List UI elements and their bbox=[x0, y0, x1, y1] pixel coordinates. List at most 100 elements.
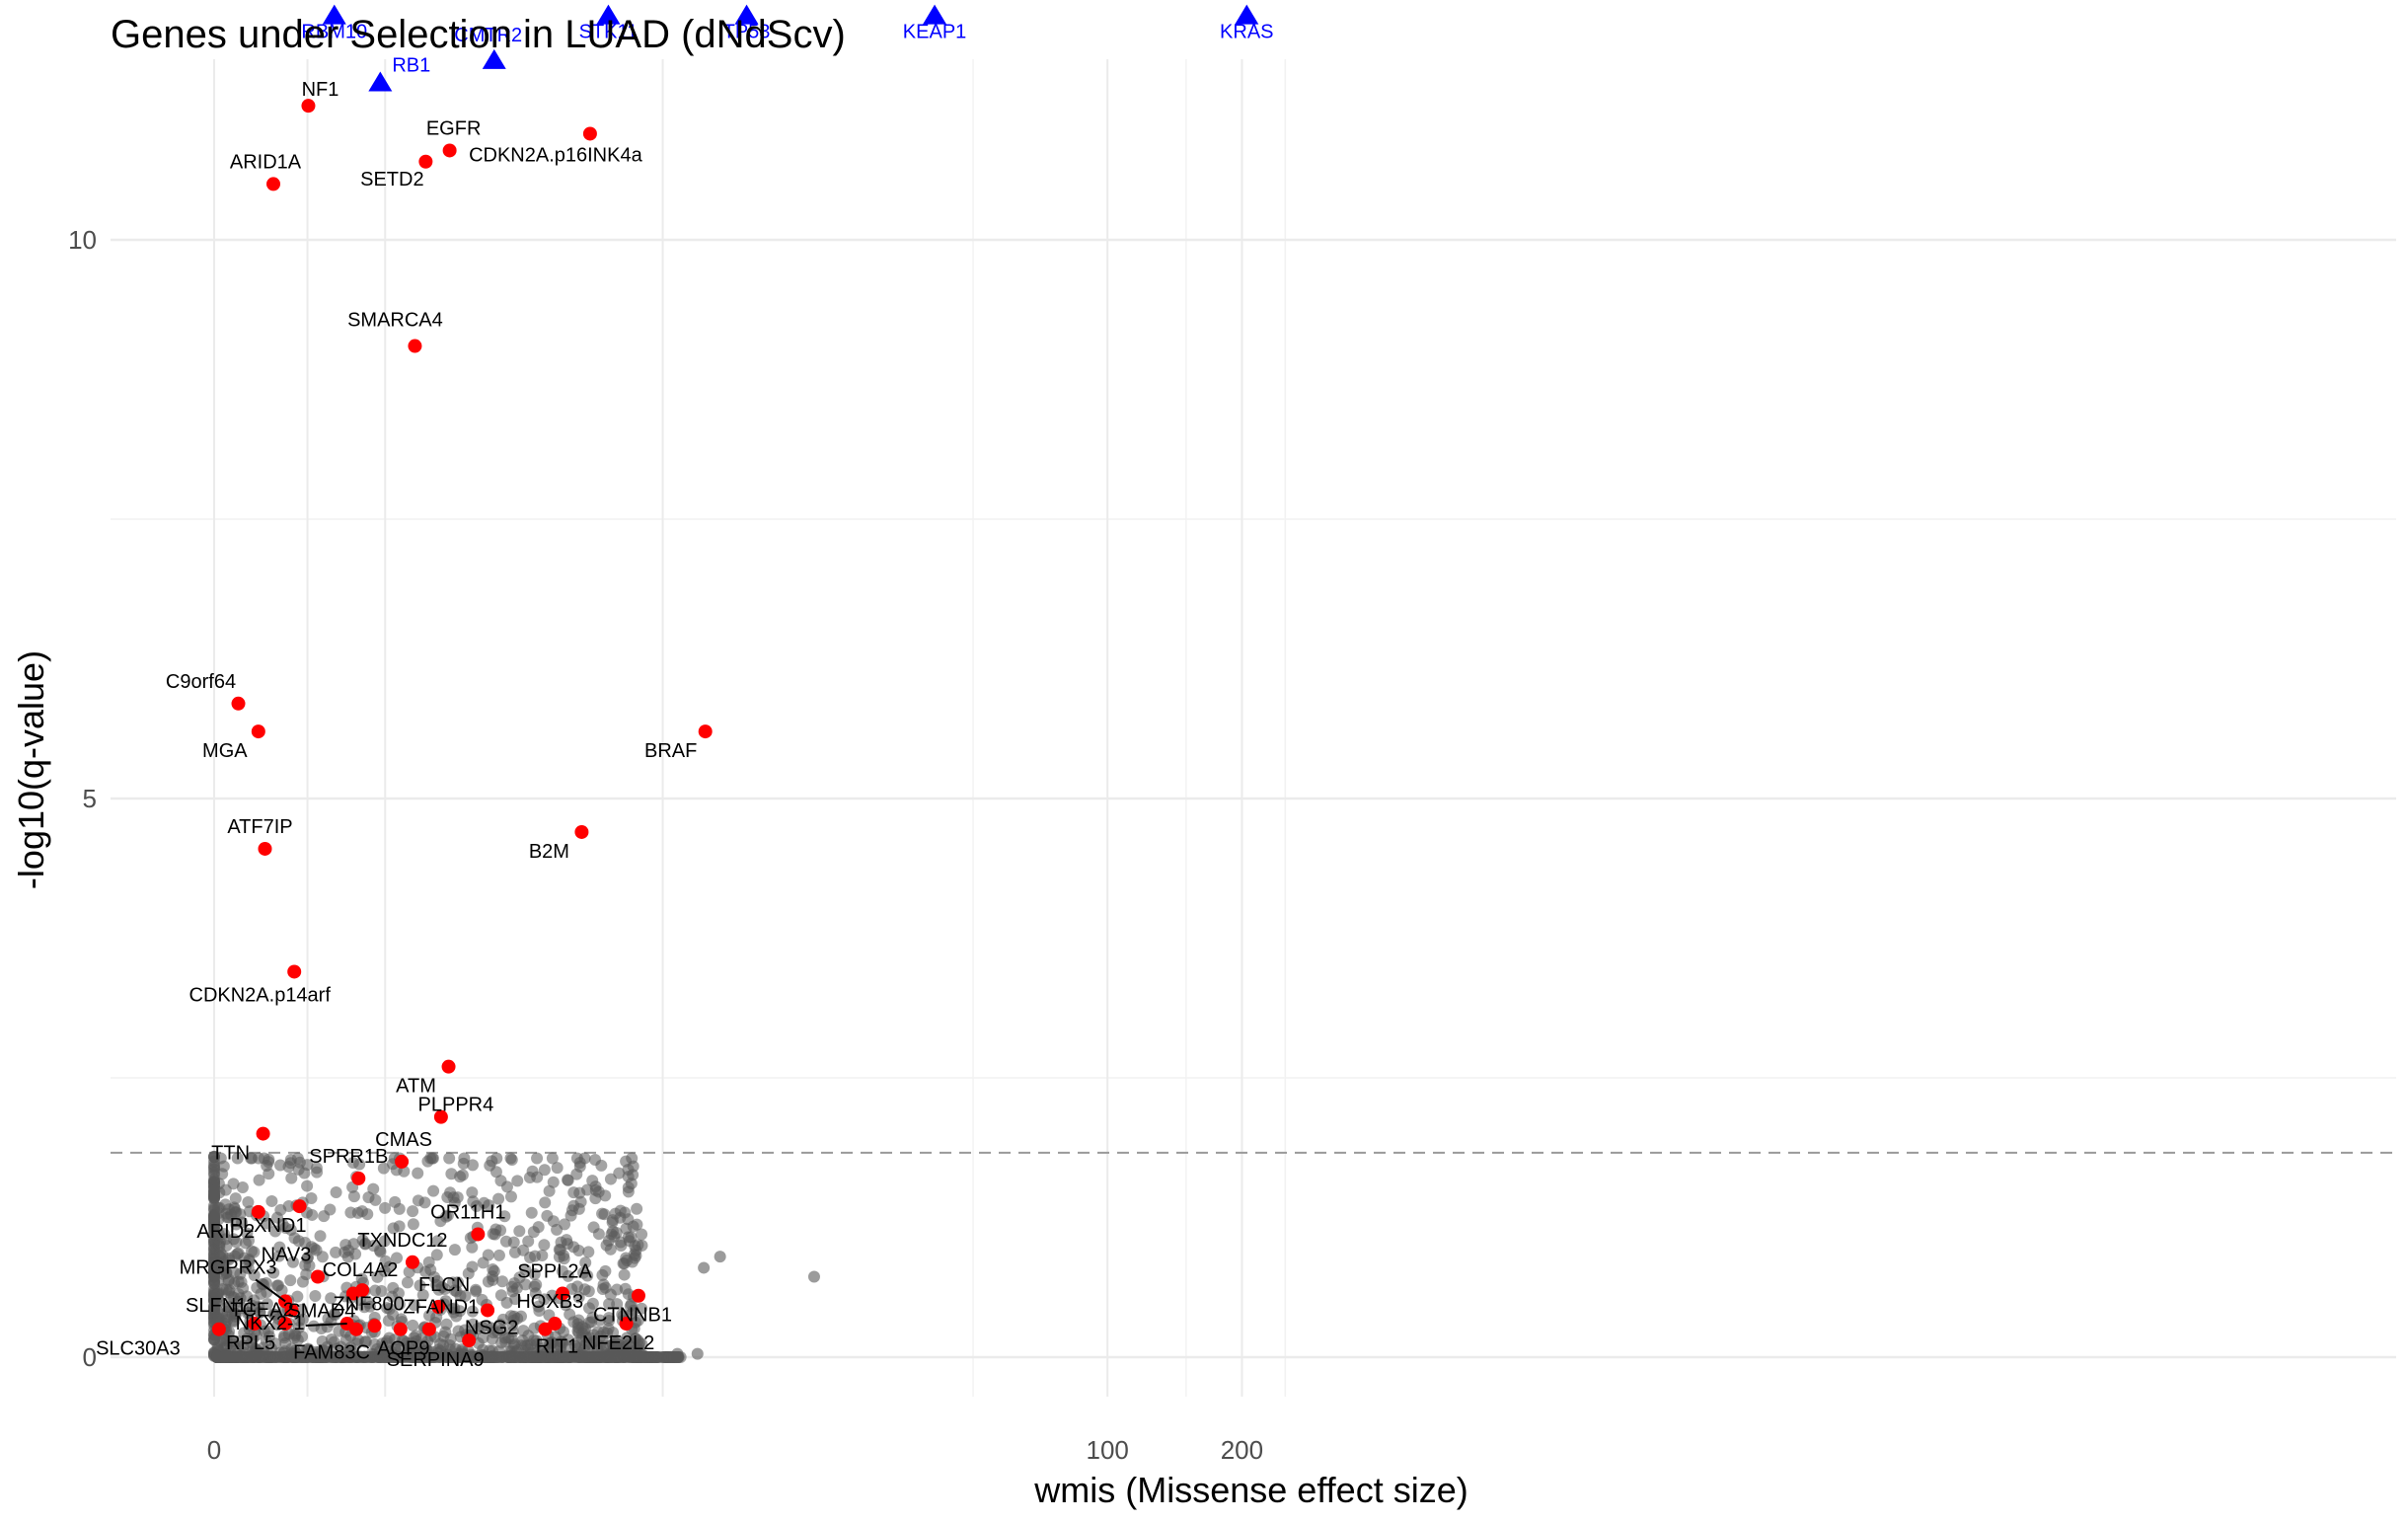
gene-label-nav3: NAV3 bbox=[262, 1244, 312, 1265]
background-point bbox=[212, 1312, 225, 1325]
background-point bbox=[325, 1292, 338, 1305]
background-point bbox=[393, 1298, 406, 1311]
point-smad4 bbox=[345, 1286, 360, 1301]
background-point bbox=[459, 1289, 472, 1302]
background-point bbox=[569, 1350, 582, 1363]
background-point bbox=[284, 1274, 297, 1287]
background-point bbox=[611, 1298, 624, 1311]
background-point bbox=[263, 1349, 276, 1362]
gene-label-smarca4: SMARCA4 bbox=[347, 310, 443, 332]
y-tick-label: 5 bbox=[83, 784, 97, 813]
background-point bbox=[268, 1225, 281, 1238]
background-point bbox=[456, 1169, 469, 1181]
point-keap1 bbox=[923, 4, 947, 25]
background-point bbox=[355, 1272, 368, 1285]
background-point bbox=[631, 1202, 643, 1215]
background-point bbox=[289, 1329, 302, 1341]
point-ttn bbox=[256, 1126, 270, 1141]
background-point bbox=[341, 1251, 354, 1263]
gene-label-c9orf64: C9orf64 bbox=[166, 671, 236, 693]
point-slc30a3 bbox=[211, 1322, 226, 1336]
background-point bbox=[342, 1344, 355, 1357]
background-point bbox=[272, 1250, 285, 1262]
background-point bbox=[427, 1184, 440, 1197]
background-point bbox=[628, 1344, 640, 1357]
point-sppl2a bbox=[556, 1286, 570, 1301]
background-point bbox=[325, 1332, 338, 1345]
background-point bbox=[632, 1239, 644, 1252]
background-point bbox=[389, 1195, 402, 1208]
background-point bbox=[504, 1190, 517, 1203]
top-points bbox=[322, 4, 1259, 92]
background-point bbox=[212, 1275, 225, 1288]
background-point bbox=[296, 1275, 309, 1288]
background-point bbox=[367, 1240, 380, 1253]
background-point bbox=[714, 1251, 726, 1263]
background-point bbox=[508, 1246, 521, 1258]
background-point bbox=[498, 1210, 511, 1223]
point-plppr4 bbox=[433, 1109, 448, 1124]
background-point bbox=[611, 1334, 624, 1347]
x-tick-label: 100 bbox=[1087, 1435, 1129, 1465]
background-point bbox=[376, 1337, 389, 1350]
background-point bbox=[382, 1314, 395, 1327]
point-nfe2l2 bbox=[619, 1317, 634, 1332]
gene-label-cdkn2a.p14arf: CDKN2A.p14arf bbox=[189, 984, 332, 1006]
background-point bbox=[505, 1154, 518, 1167]
background-point bbox=[492, 1192, 505, 1205]
gene-label-tp53: TP53 bbox=[723, 22, 771, 43]
background-point bbox=[286, 1256, 299, 1268]
background-point bbox=[272, 1279, 285, 1292]
x-axis-label: wmis (Missense effect size) bbox=[1033, 1470, 1467, 1510]
background-point bbox=[324, 1203, 337, 1216]
gene-label-arid2: ARID2 bbox=[196, 1221, 255, 1243]
background-point bbox=[442, 1350, 455, 1363]
background-point bbox=[422, 1256, 435, 1268]
background-point bbox=[567, 1199, 580, 1212]
gene-label-braf: BRAF bbox=[644, 740, 697, 762]
background-point bbox=[377, 1162, 390, 1175]
point-ctnnb1 bbox=[631, 1288, 645, 1303]
background-point bbox=[517, 1325, 530, 1337]
background-point bbox=[467, 1318, 480, 1331]
point-stk11 bbox=[596, 4, 621, 25]
background-point bbox=[229, 1192, 242, 1205]
background-point bbox=[408, 1299, 420, 1312]
gene-label-txndc12: TXNDC12 bbox=[357, 1230, 447, 1252]
y-axis-label: -log10(q-value) bbox=[11, 650, 51, 889]
background-point bbox=[547, 1176, 560, 1188]
point-atf7ip bbox=[258, 841, 272, 856]
background-point bbox=[531, 1171, 544, 1183]
background-point bbox=[470, 1285, 483, 1298]
gene-label-plxnd1: PLXND1 bbox=[230, 1215, 307, 1237]
background-point bbox=[522, 1235, 535, 1248]
background-point bbox=[242, 1262, 255, 1275]
background-point bbox=[466, 1159, 479, 1172]
background-point bbox=[387, 1281, 400, 1294]
background-point bbox=[622, 1185, 635, 1198]
gene-label-nf1: NF1 bbox=[302, 79, 339, 101]
background-point bbox=[470, 1200, 483, 1213]
background-point bbox=[562, 1174, 574, 1186]
background-point bbox=[430, 1249, 443, 1261]
background-point bbox=[602, 1235, 615, 1248]
background-point bbox=[511, 1175, 524, 1187]
background-point bbox=[418, 1196, 431, 1209]
background-point bbox=[617, 1257, 630, 1270]
background-point bbox=[530, 1334, 543, 1347]
background-point bbox=[301, 1180, 314, 1192]
background-point bbox=[410, 1330, 422, 1342]
background-point bbox=[622, 1231, 635, 1244]
background-point bbox=[253, 1152, 265, 1165]
gene-label-setd2: SETD2 bbox=[360, 169, 423, 190]
background-point bbox=[356, 1234, 369, 1247]
background-point bbox=[613, 1167, 626, 1180]
gene-label-nsg2: NSG2 bbox=[465, 1317, 518, 1338]
background-point bbox=[507, 1314, 520, 1327]
background-point bbox=[468, 1350, 481, 1363]
background-point bbox=[609, 1207, 622, 1220]
background-point bbox=[299, 1258, 312, 1271]
background-point bbox=[538, 1164, 551, 1177]
gene-label-arid1a: ARID1A bbox=[230, 151, 302, 173]
background-point bbox=[230, 1236, 243, 1249]
